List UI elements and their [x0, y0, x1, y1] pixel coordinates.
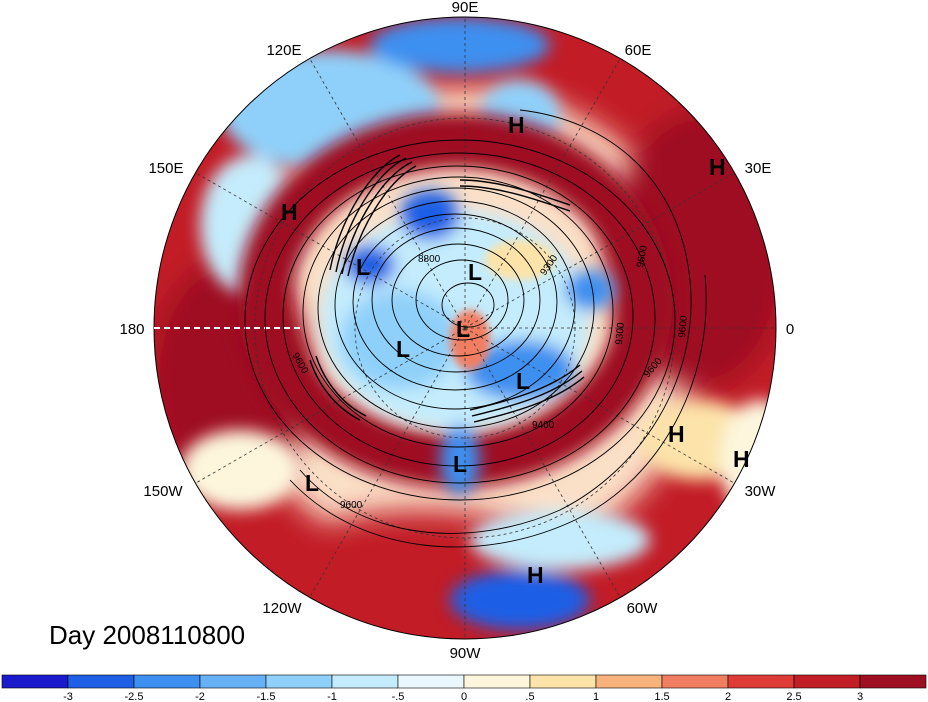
low-pressure-center: L — [356, 254, 370, 280]
colorbar-swatch — [859, 674, 927, 689]
longitude-labels: 90E 60E 30E 0 30W 60W 90W 120W 150W 180 … — [119, 0, 794, 662]
colorbar-swatch — [133, 674, 201, 689]
low-pressure-center: L — [396, 336, 410, 362]
colorbar-swatch — [463, 674, 531, 689]
lon-label-120e: 120E — [266, 42, 301, 59]
high-pressure-center: H — [281, 199, 298, 225]
lon-label-180: 180 — [119, 321, 144, 338]
contour-label: 9600 — [635, 244, 650, 268]
lon-label-150w: 150W — [143, 483, 183, 500]
low-pressure-center: L — [516, 368, 530, 394]
low-pressure-center: L — [456, 316, 470, 342]
colorbar-tick-label: -2.5 — [125, 691, 144, 702]
lon-label-120w: 120W — [262, 600, 302, 617]
colorbar-swatch — [595, 674, 663, 689]
colorbar-tick-label: 0 — [461, 691, 467, 702]
high-pressure-center: H — [508, 112, 525, 138]
high-pressure-center: H — [709, 154, 726, 180]
contour-label: 9300 — [614, 322, 627, 346]
colorbar-swatch — [199, 674, 267, 689]
pressure-centers: H H H H H H L L L L L L L — [281, 112, 750, 588]
lon-label-60w: 60W — [627, 600, 659, 617]
colorbar-tick-label: -1.5 — [257, 691, 276, 702]
colorbar: -3 -2.5 -2 -1.5 -1 -.5 0 .5 1 1.5 2 2.5 3 — [1, 674, 927, 702]
colorbar-tick-label: -1 — [327, 691, 337, 702]
date-title: Day 2008110800 — [49, 620, 246, 650]
lon-label-150e: 150E — [148, 160, 183, 177]
colorbar-swatch — [331, 674, 399, 689]
low-pressure-center: L — [305, 470, 319, 496]
colorbar-tick-label: -.5 — [392, 691, 405, 702]
colorbar-tick-label: -2 — [195, 691, 205, 702]
lon-label-30e: 30E — [745, 160, 772, 177]
colorbar-tick-label: -3 — [63, 691, 73, 702]
colorbar-swatch — [67, 674, 135, 689]
contour-label: 8800 — [418, 254, 441, 265]
colorbar-swatch — [265, 674, 333, 689]
colorbar-tick-label: 2.5 — [786, 691, 801, 702]
lon-label-90w: 90W — [450, 645, 482, 662]
colorbar-tick-label: 1 — [593, 691, 599, 702]
lon-label-0: 0 — [786, 321, 794, 338]
colorbar-swatch — [1, 674, 69, 689]
colorbar-swatch — [661, 674, 729, 689]
contour-label: 9400 — [532, 420, 555, 431]
low-pressure-center: L — [453, 451, 467, 477]
jet-bundles — [309, 154, 585, 423]
colorbar-swatch — [793, 674, 861, 689]
colorbar-swatch — [397, 674, 465, 689]
contour-label: 9600 — [340, 500, 363, 511]
high-pressure-center: H — [733, 446, 750, 472]
colorbar-tick-label: .5 — [525, 691, 534, 702]
high-pressure-center: H — [527, 562, 544, 588]
colorbar-tick-label: 1.5 — [654, 691, 669, 702]
high-pressure-center: H — [668, 421, 685, 447]
lon-label-90e: 90E — [452, 0, 479, 16]
lon-label-60e: 60E — [625, 42, 652, 59]
colorbar-tick-label: 2 — [725, 691, 731, 702]
colorbar-tick-label: 3 — [857, 691, 863, 702]
height-contours — [244, 109, 707, 548]
colorbar-swatch — [727, 674, 795, 689]
low-pressure-center: L — [468, 259, 482, 285]
lon-label-30w: 30W — [745, 483, 777, 500]
colorbar-swatch — [529, 674, 597, 689]
contour-label: 9600 — [677, 315, 690, 339]
